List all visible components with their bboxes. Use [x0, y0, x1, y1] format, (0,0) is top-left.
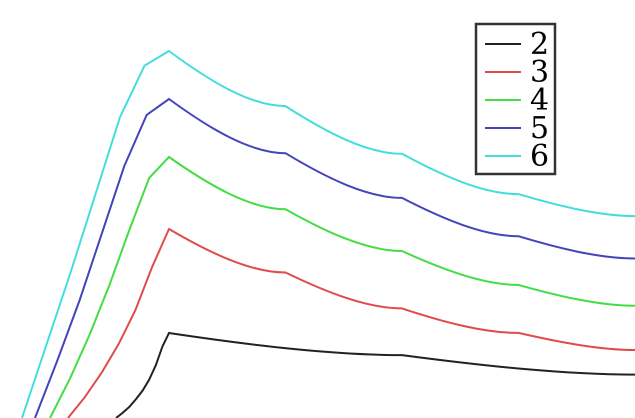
series-line-4 — [49, 155, 635, 418]
series-line-6 — [21, 49, 635, 418]
legend-label-6: 6 — [530, 139, 549, 174]
legend-item-5: 5 — [485, 111, 549, 146]
legend-item-2: 2 — [485, 27, 549, 62]
legend-label-5: 5 — [530, 111, 549, 146]
legend-label-4: 4 — [530, 83, 549, 118]
legend-label-2: 2 — [530, 27, 549, 62]
series-layer — [21, 49, 635, 418]
series-line-5 — [34, 97, 635, 418]
legend-item-3: 3 — [485, 55, 549, 90]
legend-label-3: 3 — [530, 55, 549, 90]
legend-item-4: 4 — [485, 83, 549, 118]
legend-item-6: 6 — [485, 139, 549, 174]
series-line-2 — [115, 331, 635, 418]
series-line-3 — [67, 227, 635, 418]
